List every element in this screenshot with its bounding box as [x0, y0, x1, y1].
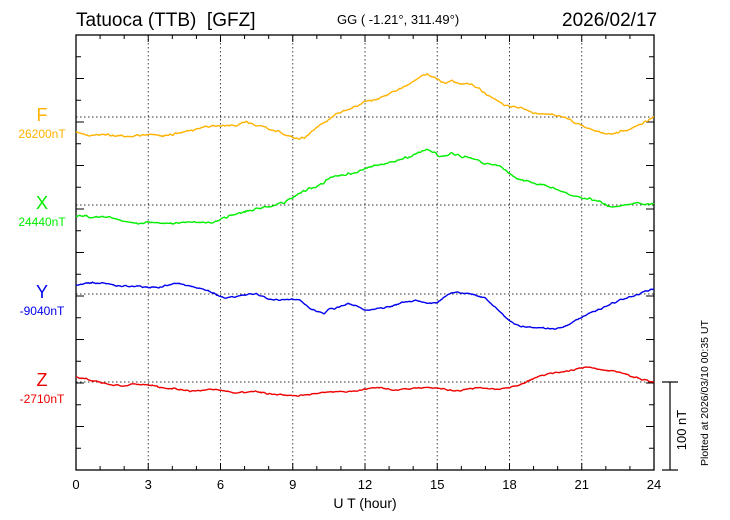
svg-text:100 nT: 100 nT [674, 410, 689, 451]
svg-text:2026/02/17: 2026/02/17 [562, 10, 657, 31]
svg-text:21: 21 [575, 477, 589, 492]
svg-text:15: 15 [430, 477, 444, 492]
svg-text:-2710nT: -2710nT [20, 392, 65, 406]
svg-text:GG ( -1.21°, 311.49°): GG ( -1.21°, 311.49°) [337, 12, 459, 27]
svg-text:U T (hour): U T (hour) [333, 495, 396, 511]
svg-text:F: F [37, 105, 48, 125]
svg-text:X: X [36, 193, 48, 213]
svg-text:Plotted at 2026/03/10 00:35 UT: Plotted at 2026/03/10 00:35 UT [699, 319, 711, 466]
svg-text:26200nT: 26200nT [18, 127, 66, 141]
svg-text:-9040nT: -9040nT [20, 304, 65, 318]
svg-text:24440nT: 24440nT [18, 215, 66, 229]
svg-text:24: 24 [647, 477, 661, 492]
svg-text:18: 18 [502, 477, 516, 492]
svg-text:6: 6 [217, 477, 224, 492]
svg-text:Y: Y [36, 282, 48, 302]
svg-text:0: 0 [72, 477, 79, 492]
svg-text:3: 3 [145, 477, 152, 492]
svg-text:12: 12 [358, 477, 372, 492]
svg-text:Z: Z [37, 370, 48, 390]
svg-text:Tatuoca (TTB) [GFZ]: Tatuoca (TTB) [GFZ] [76, 10, 255, 31]
svg-text:9: 9 [289, 477, 296, 492]
